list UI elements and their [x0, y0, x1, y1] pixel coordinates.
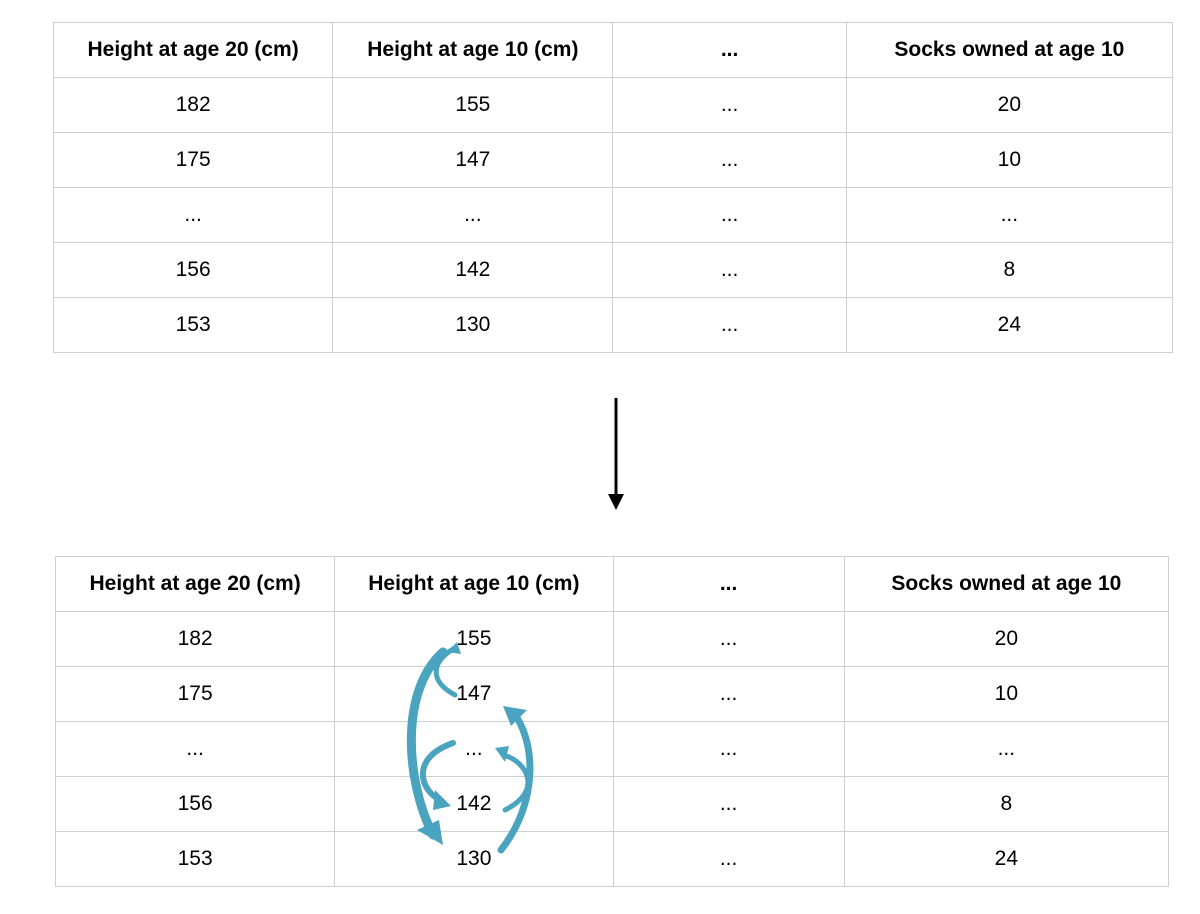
cell: 147	[332, 132, 614, 188]
cell: 155	[334, 611, 614, 667]
cell: ...	[612, 187, 847, 243]
arrowhead	[447, 642, 461, 654]
shuffle-arrows-icon	[406, 642, 534, 854]
cell: 182	[54, 611, 336, 667]
cell: ...	[612, 831, 845, 887]
arrowhead	[503, 706, 527, 726]
cell: 153	[54, 831, 336, 887]
header-socks-age-10: Socks owned at age 10	[843, 556, 1170, 612]
cell: 8	[843, 776, 1170, 832]
arrow-130-to-147	[497, 708, 534, 854]
table-row: 156 142 ... 8	[54, 776, 1170, 832]
cell: ...	[612, 242, 847, 298]
cell: ...	[612, 721, 845, 777]
table-header-row: Height at age 20 (cm) Height at age 10 (…	[54, 556, 1170, 612]
cell: ...	[612, 132, 847, 188]
cell: 175	[54, 666, 336, 722]
cell: 20	[843, 611, 1170, 667]
table-row: ... ... ... ...	[52, 187, 1174, 243]
table-row: 182 155 ... 20	[54, 611, 1170, 667]
cell: 153	[52, 297, 334, 353]
cell: ...	[845, 187, 1174, 243]
cell: ...	[612, 611, 845, 667]
cell: 10	[843, 666, 1170, 722]
header-socks-age-10: Socks owned at age 10	[845, 22, 1174, 78]
table-row: 175 147 ... 10	[52, 132, 1174, 188]
header-ellipsis: ...	[612, 22, 847, 78]
cell: 130	[334, 831, 614, 887]
table-row: 153 130 ... 24	[52, 297, 1174, 353]
cell: ...	[612, 77, 847, 133]
arrowhead	[495, 746, 509, 762]
cell: 155	[332, 77, 614, 133]
arrow-142-to-ellipsis	[500, 752, 531, 813]
arrowhead	[433, 790, 451, 810]
table-row: 153 130 ... 24	[54, 831, 1170, 887]
cell: 20	[845, 77, 1174, 133]
cell: ...	[612, 666, 845, 722]
cell: ...	[843, 721, 1170, 777]
table-header-row: Height at age 20 (cm) Height at age 10 (…	[52, 22, 1174, 78]
cell: ...	[52, 187, 334, 243]
cell: ...	[332, 187, 614, 243]
cell: 142	[334, 776, 614, 832]
cell: 182	[52, 77, 334, 133]
down-arrow-icon	[608, 398, 624, 510]
header-height-age-20: Height at age 20 (cm)	[52, 22, 334, 78]
cell: 10	[845, 132, 1174, 188]
table-row: 175 147 ... 10	[54, 666, 1170, 722]
header-height-age-10: Height at age 10 (cm)	[334, 556, 614, 612]
header-height-age-10: Height at age 10 (cm)	[332, 22, 614, 78]
cell: 8	[845, 242, 1174, 298]
header-ellipsis: ...	[612, 556, 845, 612]
cell: 24	[845, 297, 1174, 353]
cell: 175	[52, 132, 334, 188]
arrow-ellipsis-to-142	[419, 740, 456, 803]
cell: ...	[54, 721, 336, 777]
table-row: ... ... ... ...	[54, 721, 1170, 777]
cell: ...	[612, 297, 847, 353]
cell: 156	[52, 242, 334, 298]
shuffled-table: Height at age 20 (cm) Height at age 10 (…	[54, 556, 1170, 887]
arrow-155-to-130	[406, 647, 448, 840]
table-row: 182 155 ... 20	[52, 77, 1174, 133]
cell: 147	[334, 666, 614, 722]
table-row: 156 142 ... 8	[52, 242, 1174, 298]
cell: ...	[612, 776, 845, 832]
original-table: Height at age 20 (cm) Height at age 10 (…	[52, 22, 1174, 353]
cell: 142	[332, 242, 614, 298]
cell: 130	[332, 297, 614, 353]
arrowhead	[417, 820, 443, 845]
cell: 156	[54, 776, 336, 832]
header-height-age-20: Height at age 20 (cm)	[54, 556, 336, 612]
cell: 24	[843, 831, 1170, 887]
